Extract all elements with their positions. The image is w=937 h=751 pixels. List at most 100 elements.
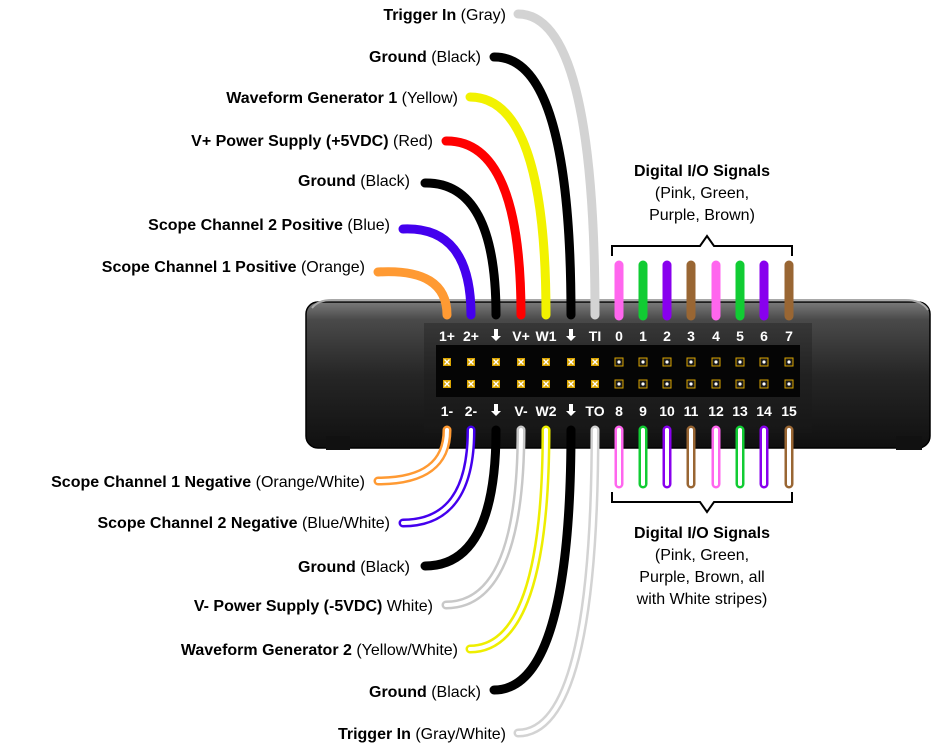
bottom-pin-label-ground-arrow-icon (491, 404, 501, 416)
wire-waveform-2 (465, 425, 551, 654)
wire-v-plus (441, 136, 526, 320)
label-trigger-in-bottom: Trigger In (Gray/White) (338, 726, 506, 743)
pin-contact (662, 357, 672, 367)
digital-top-title: Digital I/O Signals (634, 163, 770, 180)
pin-contact (542, 380, 550, 388)
pin-labels: 1+ 2+ V+ W1 TI 0 1 2 3 4 5 6 71- 2- V- W2 TO 8 9 10 11 12 13 14… (439, 328, 797, 419)
pin-contact (759, 357, 769, 367)
bottom-pin-label: 14 (756, 403, 772, 419)
bottom-pin-label: 11 (684, 403, 699, 419)
pin-contact (517, 358, 525, 366)
bottom-pin-label: V- (514, 403, 528, 419)
top-pin-label: 3 (687, 328, 695, 344)
digital-bottom-line-3: with White stripes) (636, 591, 768, 608)
pin-contact (614, 379, 624, 389)
top-pin-label: 7 (785, 328, 793, 344)
pin-contact (492, 380, 500, 388)
bottom-pin-label: 15 (781, 403, 797, 419)
pin-contact (443, 380, 451, 388)
wire-ground-bottom-1 (420, 425, 501, 571)
label-scope-ch2-positive: Scope Channel 2 Positive (Blue) (148, 217, 390, 234)
top-pin-label: 0 (615, 328, 623, 344)
label-waveform-generator-2: Waveform Generator 2 (Yellow/White) (181, 642, 458, 659)
label-ground-bottom-1: Ground (Black) (298, 559, 410, 576)
bottom-pin-label: 10 (659, 403, 675, 419)
wires (373, 9, 794, 738)
pin-contact (614, 357, 624, 367)
pin-header (436, 345, 800, 397)
top-pin-label-ground-arrow-icon (491, 329, 501, 341)
pin-contact (443, 358, 451, 366)
pin-contact (567, 358, 575, 366)
bottom-pin-label: TO (585, 403, 604, 419)
bottom-pin-label: W2 (536, 403, 557, 419)
digital-brace-top (611, 234, 793, 256)
wire-trigger-in-bottom (513, 425, 600, 738)
digital-top-line-1: (Pink, Green, (655, 185, 749, 202)
pin-contact (591, 380, 599, 388)
bottom-pin-label: 12 (708, 403, 724, 419)
pin-contact (467, 380, 475, 388)
top-pin-label-ground-arrow-icon (566, 329, 576, 341)
label-v-minus-power: V- Power Supply (-5VDC) White) (194, 598, 433, 615)
pin-contact (467, 358, 475, 366)
label-ground-top-1: Ground (Black) (369, 49, 481, 66)
digital-top-line-2: Purple, Brown) (649, 207, 755, 224)
digital-bottom-line-1: (Pink, Green, (655, 547, 749, 564)
digital-brace-bottom (611, 492, 793, 514)
digital-bottom-title: Digital I/O Signals (634, 525, 770, 542)
label-waveform-generator-1: Waveform Generator 1 (Yellow) (226, 90, 458, 107)
pin-contact (735, 357, 745, 367)
bottom-pin-label-ground-arrow-icon (566, 404, 576, 416)
pin-contact (492, 358, 500, 366)
pin-contact (735, 379, 745, 389)
pin-contact (711, 379, 721, 389)
top-pin-label: 5 (736, 328, 744, 344)
top-pin-label: W1 (536, 328, 557, 344)
bottom-pin-label: 13 (732, 403, 748, 419)
wire-scope-ch2-negative (398, 425, 476, 528)
wire-scope-ch1-positive (373, 267, 452, 320)
label-ground-bottom-2: Ground (Black) (369, 684, 481, 701)
wire-scope-ch1-negative (373, 425, 452, 486)
wire-trigger-in (513, 9, 600, 320)
pin-contact (784, 379, 794, 389)
top-pin-label: 6 (760, 328, 768, 344)
wire-ground-top-2 (420, 178, 501, 320)
pin-contact (567, 380, 575, 388)
pin-contact (784, 357, 794, 367)
pin-contact (591, 358, 599, 366)
wire-scope-ch2-positive (398, 224, 476, 320)
pin-contact (542, 358, 550, 366)
top-pin-label: V+ (512, 328, 530, 344)
label-v-plus-power: V+ Power Supply (+5VDC) (Red) (191, 133, 433, 150)
label-trigger-in: Trigger In (Gray) (383, 7, 506, 24)
pin-contact (517, 380, 525, 388)
top-pin-label: 2+ (463, 328, 479, 344)
bottom-pin-label: 9 (639, 403, 647, 419)
top-pin-label: TI (589, 328, 601, 344)
top-pin-label: 1 (639, 328, 647, 344)
top-pin-label: 1+ (439, 328, 455, 344)
wire-ground-bottom-2 (489, 425, 576, 695)
pin-contact (686, 357, 696, 367)
label-scope-ch1-negative: Scope Channel 1 Negative (Orange/White) (51, 474, 365, 491)
pin-contact (711, 357, 721, 367)
pin-contact (759, 379, 769, 389)
wire-v-minus (441, 425, 526, 610)
wire-waveform-1 (465, 92, 551, 320)
bottom-pin-label: 2- (465, 403, 478, 419)
label-scope-ch1-positive: Scope Channel 1 Positive (Orange) (102, 259, 365, 276)
label-scope-ch2-negative: Scope Channel 2 Negative (Blue/White) (97, 515, 390, 532)
top-pin-label: 4 (712, 328, 720, 344)
wire-ground-top-1 (489, 52, 576, 320)
pin-contact (686, 379, 696, 389)
bottom-pin-label: 8 (615, 403, 623, 419)
top-pin-label: 2 (663, 328, 671, 344)
pin-contact (638, 379, 648, 389)
pin-contact (662, 379, 672, 389)
pin-contact (638, 357, 648, 367)
digital-bottom-line-2: Purple, Brown, all (639, 569, 764, 586)
label-ground-top-2: Ground (Black) (298, 173, 410, 190)
